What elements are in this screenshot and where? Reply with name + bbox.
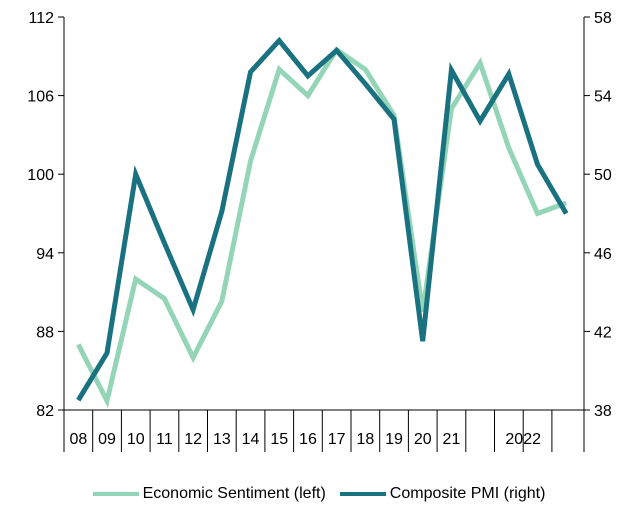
x-tick-label: 09 [98, 431, 116, 448]
x-tick-label: 2022 [505, 431, 541, 448]
left-tick-label: 94 [36, 246, 54, 263]
right-tick-label: 42 [594, 324, 612, 341]
series-line-economic-sentiment [76, 46, 568, 409]
right-tick-label: 46 [594, 246, 612, 263]
x-axis-ticks: 08 09 10 11 12 13 14 15 16 17 18 19 20 21 2022 [63, 410, 585, 452]
right-axis-ticks: 38 42 46 50 54 58 [584, 10, 612, 420]
x-tick-label: 18 [356, 431, 374, 448]
left-tick-label: 88 [36, 324, 54, 341]
left-tick-label: 100 [27, 167, 54, 184]
left-axis-ticks: 82 88 94 100 106 112 [27, 10, 64, 420]
legend: Economic Sentiment (left) Composite PMI … [0, 482, 638, 506]
left-tick-label: 112 [28, 10, 54, 27]
x-tick-label: 17 [328, 431, 346, 448]
right-tick-label: 50 [594, 167, 612, 184]
left-tick-label: 106 [27, 89, 54, 106]
right-tick-label: 54 [594, 89, 612, 106]
legend-item-composite-pmi: Composite PMI (right) [339, 485, 546, 503]
x-tick-label: 13 [213, 431, 231, 448]
legend-label-economic-sentiment: Economic Sentiment (left) [142, 485, 326, 502]
x-tick-label: 20 [414, 431, 432, 448]
legend-label-composite-pmi: Composite PMI (right) [389, 485, 546, 502]
x-tick-label: 08 [69, 431, 87, 448]
legend-swatch-economic-sentiment [92, 492, 139, 496]
x-tick-label: 15 [270, 431, 288, 448]
legend-item-economic-sentiment: Economic Sentiment (left) [92, 485, 326, 503]
left-tick-label: 82 [36, 403, 54, 420]
x-tick-label: 14 [242, 431, 260, 448]
x-tick-label: 11 [156, 431, 173, 448]
x-tick-label: 19 [385, 431, 403, 448]
right-tick-label: 38 [594, 403, 612, 420]
series-line-composite-pmi [76, 36, 569, 402]
legend-swatch-composite-pmi [339, 492, 386, 496]
axes [63, 17, 585, 411]
x-tick-label: 10 [127, 431, 145, 448]
chart: 82 88 94 100 106 112 38 42 46 50 54 58 08 09 10 11 12 1… [27, 10, 612, 452]
x-tick-label: 16 [299, 431, 317, 448]
right-tick-label: 58 [594, 10, 612, 27]
x-tick-label: 12 [184, 431, 202, 448]
series-layer [76, 36, 569, 409]
x-tick-label: 21 [443, 431, 461, 448]
